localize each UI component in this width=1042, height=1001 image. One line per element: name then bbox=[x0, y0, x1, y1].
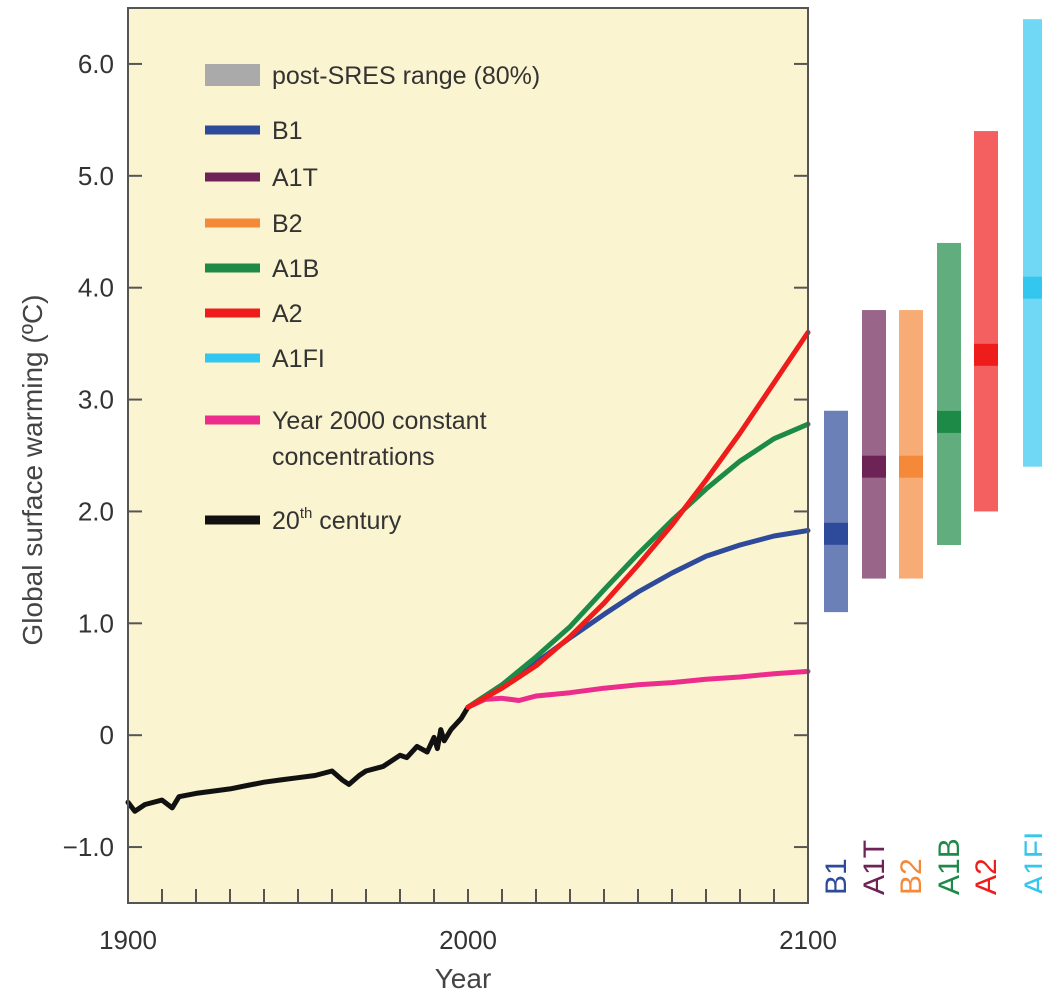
range-bar-label-A1B: A1B bbox=[933, 838, 966, 895]
y-tick-label: 2.0 bbox=[78, 496, 114, 526]
range-bar-label-A2: A2 bbox=[970, 858, 1003, 895]
legend-label-range: post-SRES range (80%) bbox=[272, 62, 540, 90]
legend-swatch-hist bbox=[205, 515, 260, 525]
best-estimate-B2 bbox=[899, 455, 923, 478]
range-bar-label-A1T: A1T bbox=[858, 840, 891, 895]
legend-swatch-range bbox=[205, 64, 260, 86]
range-bar-label-B1: B1 bbox=[820, 858, 853, 895]
plot-background bbox=[128, 8, 808, 903]
series-line-B1 bbox=[465, 528, 811, 710]
y-tick-label: 3.0 bbox=[78, 385, 114, 415]
legend-label-line: Year 2000 constant bbox=[272, 407, 487, 435]
series-layer bbox=[125, 329, 811, 814]
x-ticks: 1900 2000 2100 bbox=[99, 889, 837, 955]
range-bar-A1B bbox=[937, 242, 961, 545]
legend-label-A1B: A1B bbox=[272, 255, 319, 283]
legend-swatch-B2 bbox=[205, 218, 260, 228]
legend-label-B2: B2 bbox=[272, 210, 303, 238]
legend-swatch-commit bbox=[205, 415, 260, 425]
range-bar-A1T bbox=[862, 310, 886, 579]
range-bar-label-B2: B2 bbox=[895, 858, 928, 895]
x-tick-label: 1900 bbox=[99, 925, 157, 955]
legend-label-part: 20 bbox=[272, 507, 300, 535]
best-estimate-B1 bbox=[824, 522, 848, 545]
y-ticks: −1.0 0 1.0 2.0 3.0 4.0 5.0 6.0 bbox=[63, 49, 808, 862]
legend-label-A1T: A1T bbox=[272, 164, 318, 192]
best-estimate-A1T bbox=[862, 455, 886, 478]
series-line-A1B bbox=[465, 421, 811, 710]
x-tick-label: 2000 bbox=[439, 925, 497, 955]
legend-swatch-A1FI bbox=[205, 353, 260, 363]
legend-label-line: concentrations bbox=[272, 443, 435, 471]
legend-label-commit: Year 2000 constant concentrations bbox=[272, 407, 487, 471]
y-tick-label: 6.0 bbox=[78, 49, 114, 79]
series-line-hist bbox=[125, 704, 471, 814]
legend-label-A1FI: A1FI bbox=[272, 345, 325, 373]
x-axis-title: Year bbox=[435, 963, 492, 994]
legend: post-SRES range (80%) B1 A1T B2 A1B A2 A1FI Yea… bbox=[205, 62, 540, 535]
best-estimate-A2 bbox=[974, 343, 998, 366]
y-tick-label: 0 bbox=[100, 720, 114, 750]
range-bar-A1FI bbox=[1023, 19, 1042, 467]
series-line-commit bbox=[465, 668, 811, 710]
y-tick-label: 4.0 bbox=[78, 273, 114, 303]
y-tick-label: 1.0 bbox=[78, 608, 114, 638]
best-estimate-A1FI bbox=[1023, 276, 1042, 299]
legend-swatch-A1B bbox=[205, 263, 260, 273]
y-axis-title: Global surface warming (ºC) bbox=[17, 295, 48, 646]
x-tick-label: 2100 bbox=[779, 925, 837, 955]
range-bar-B1 bbox=[824, 410, 848, 613]
range-bar-label-A1FI: A1FI bbox=[1019, 832, 1042, 895]
legend-label-sup: th bbox=[300, 505, 313, 522]
best-estimate-A1B bbox=[937, 410, 961, 433]
y-tick-label: 5.0 bbox=[78, 161, 114, 191]
legend-swatch-A1T bbox=[205, 172, 260, 182]
series-line-A2 bbox=[465, 329, 811, 710]
range-bar-B2 bbox=[899, 310, 923, 579]
range-bar-A2 bbox=[974, 131, 998, 512]
legend-label-A2: A2 bbox=[272, 300, 303, 328]
legend-swatch-B1 bbox=[205, 125, 260, 135]
range-bars: B1 A1T B2 A1B A2 A1FI bbox=[820, 19, 1042, 895]
y-tick-label: −1.0 bbox=[63, 832, 114, 862]
legend-swatch-A2 bbox=[205, 308, 260, 318]
legend-label-B1: B1 bbox=[272, 117, 303, 145]
legend-label-hist: 20th century bbox=[272, 505, 402, 535]
legend-label-part: century bbox=[312, 507, 401, 535]
